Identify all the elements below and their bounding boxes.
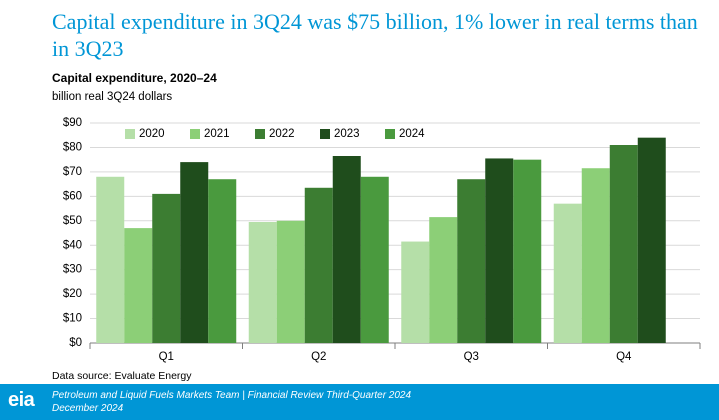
footer-line: Petroleum and Liquid Fuels Markets Team … — [52, 390, 412, 401]
bar — [96, 176, 125, 343]
y-tick-label: $30 — [63, 264, 82, 276]
chart: $0 $10 $20 $30 $40 $50 $60 $70 $80 $90 Q1 Q2 Q3 Q4 202… — [63, 117, 701, 363]
x-tick-label: Q3 — [464, 351, 479, 363]
legend-label: 2023 — [334, 128, 360, 140]
bar — [152, 193, 181, 343]
y-tick-label: $50 — [63, 215, 82, 227]
bar — [276, 220, 305, 343]
chart-title: Capital expenditure in 3Q24 was $75 bill… — [52, 9, 698, 61]
legend-swatch — [320, 129, 330, 139]
y-tick-label: $10 — [63, 313, 82, 325]
bar — [429, 217, 458, 343]
footer: eia Petroleum and Liquid Fuels Markets T… — [0, 384, 719, 420]
data-source: Data source: Evaluate Energy — [52, 370, 192, 382]
y-tick-label: $70 — [63, 166, 82, 178]
bar — [609, 145, 638, 343]
bar — [401, 241, 430, 343]
unit-label: billion real 3Q24 dollars — [52, 91, 173, 103]
bar — [360, 176, 389, 343]
y-tick-label: $20 — [63, 288, 82, 300]
bar — [180, 162, 209, 343]
bar — [637, 137, 666, 343]
footer-date: December 2024 — [52, 403, 124, 414]
legend-label: 2024 — [399, 128, 425, 140]
bar — [457, 179, 486, 343]
y-tick-label: $60 — [63, 190, 82, 202]
legend-label: 2021 — [204, 128, 230, 140]
legend-swatch — [255, 129, 265, 139]
chart-subtitle: Capital expenditure, 2020–24 — [52, 71, 217, 85]
x-tick-label: Q2 — [311, 351, 326, 363]
bar — [513, 159, 542, 343]
y-tick-label: $0 — [69, 337, 82, 349]
x-tick-label: Q4 — [616, 351, 632, 363]
bar — [124, 228, 153, 343]
bar — [553, 203, 582, 343]
logo: eia — [8, 389, 35, 411]
legend-label: 2020 — [139, 128, 165, 140]
legend-swatch — [125, 129, 135, 139]
bar — [208, 179, 237, 343]
legend-swatch — [385, 129, 395, 139]
y-tick-label: $80 — [63, 141, 82, 153]
legend-label: 2022 — [269, 128, 295, 140]
bar — [304, 187, 333, 343]
bar — [248, 222, 277, 343]
x-tick-label: Q1 — [159, 351, 174, 363]
legend-swatch — [190, 129, 200, 139]
bar — [332, 156, 361, 343]
y-tick-label: $40 — [63, 239, 82, 251]
bar — [485, 158, 514, 343]
bar — [581, 168, 610, 343]
y-tick-label: $90 — [63, 117, 82, 129]
